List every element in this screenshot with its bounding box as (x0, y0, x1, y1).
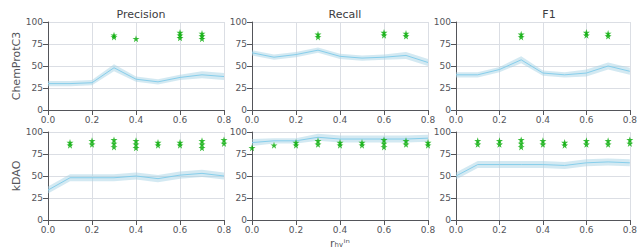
svg-text:Precision: Precision (116, 8, 165, 21)
svg-text:0.6: 0.6 (173, 225, 188, 235)
svg-text:25: 25 (32, 193, 43, 203)
svg-text:50: 50 (236, 61, 248, 71)
svg-text:0: 0 (241, 105, 247, 115)
svg-text:ChemProtC3: ChemProtC3 (10, 32, 23, 101)
svg-text:100: 100 (26, 127, 43, 137)
svg-text:25: 25 (236, 193, 247, 203)
svg-text:0.2: 0.2 (492, 225, 506, 235)
svg-text:100: 100 (230, 127, 247, 137)
svg-text:0.8: 0.8 (421, 225, 436, 235)
svg-text:50: 50 (440, 61, 452, 71)
svg-text:0.6: 0.6 (173, 115, 188, 125)
svg-text:0.0: 0.0 (41, 115, 56, 125)
svg-text:0.8: 0.8 (421, 115, 436, 125)
svg-text:0.6: 0.6 (579, 115, 594, 125)
svg-text:0.0: 0.0 (41, 225, 56, 235)
svg-text:0.0: 0.0 (449, 115, 464, 125)
svg-text:0.4: 0.4 (333, 225, 348, 235)
svg-text:75: 75 (32, 39, 43, 49)
svg-text:100: 100 (434, 127, 451, 137)
svg-text:0.8: 0.8 (623, 115, 638, 125)
svg-text:0.8: 0.8 (217, 225, 232, 235)
svg-text:25: 25 (236, 83, 247, 93)
svg-text:0.4: 0.4 (536, 225, 551, 235)
svg-text:75: 75 (236, 149, 247, 159)
svg-text:75: 75 (32, 149, 43, 159)
svg-text:0.4: 0.4 (129, 225, 144, 235)
svg-text:0: 0 (445, 215, 451, 225)
svg-text:F1: F1 (542, 8, 555, 21)
svg-text:0.0: 0.0 (245, 115, 260, 125)
svg-text:0.2: 0.2 (85, 115, 99, 125)
svg-text:50: 50 (236, 171, 248, 181)
svg-text:0.2: 0.2 (289, 225, 303, 235)
svg-text:0.6: 0.6 (377, 225, 392, 235)
svg-text:0.2: 0.2 (85, 225, 99, 235)
svg-text:0: 0 (241, 215, 247, 225)
svg-text:0.2: 0.2 (492, 115, 506, 125)
svg-text:0.0: 0.0 (245, 225, 260, 235)
svg-text:0.2: 0.2 (289, 115, 303, 125)
svg-text:25: 25 (440, 193, 451, 203)
svg-text:100: 100 (434, 17, 451, 27)
svg-text:0.4: 0.4 (536, 115, 551, 125)
svg-text:50: 50 (32, 61, 44, 71)
svg-text:0.0: 0.0 (449, 225, 464, 235)
svg-text:100: 100 (26, 17, 43, 27)
svg-text:25: 25 (440, 83, 451, 93)
svg-text:0.8: 0.8 (217, 115, 232, 125)
svg-text:75: 75 (440, 149, 451, 159)
svg-text:75: 75 (236, 39, 247, 49)
svg-text:0: 0 (445, 105, 451, 115)
svg-text:25: 25 (32, 83, 43, 93)
svg-text:100: 100 (230, 17, 247, 27)
svg-text:rₕᵥⁱⁿ: rₕᵥⁱⁿ (330, 237, 350, 250)
svg-text:50: 50 (440, 171, 452, 181)
svg-text:0.6: 0.6 (579, 225, 594, 235)
svg-text:Recall: Recall (329, 8, 362, 21)
svg-text:0.4: 0.4 (129, 115, 144, 125)
svg-text:0.4: 0.4 (333, 115, 348, 125)
svg-text:0: 0 (37, 105, 43, 115)
svg-text:50: 50 (32, 171, 44, 181)
svg-text:0.8: 0.8 (623, 225, 638, 235)
svg-text:0: 0 (37, 215, 43, 225)
svg-text:75: 75 (440, 39, 451, 49)
svg-text:kDAO: kDAO (10, 160, 23, 191)
svg-text:0.6: 0.6 (377, 115, 392, 125)
